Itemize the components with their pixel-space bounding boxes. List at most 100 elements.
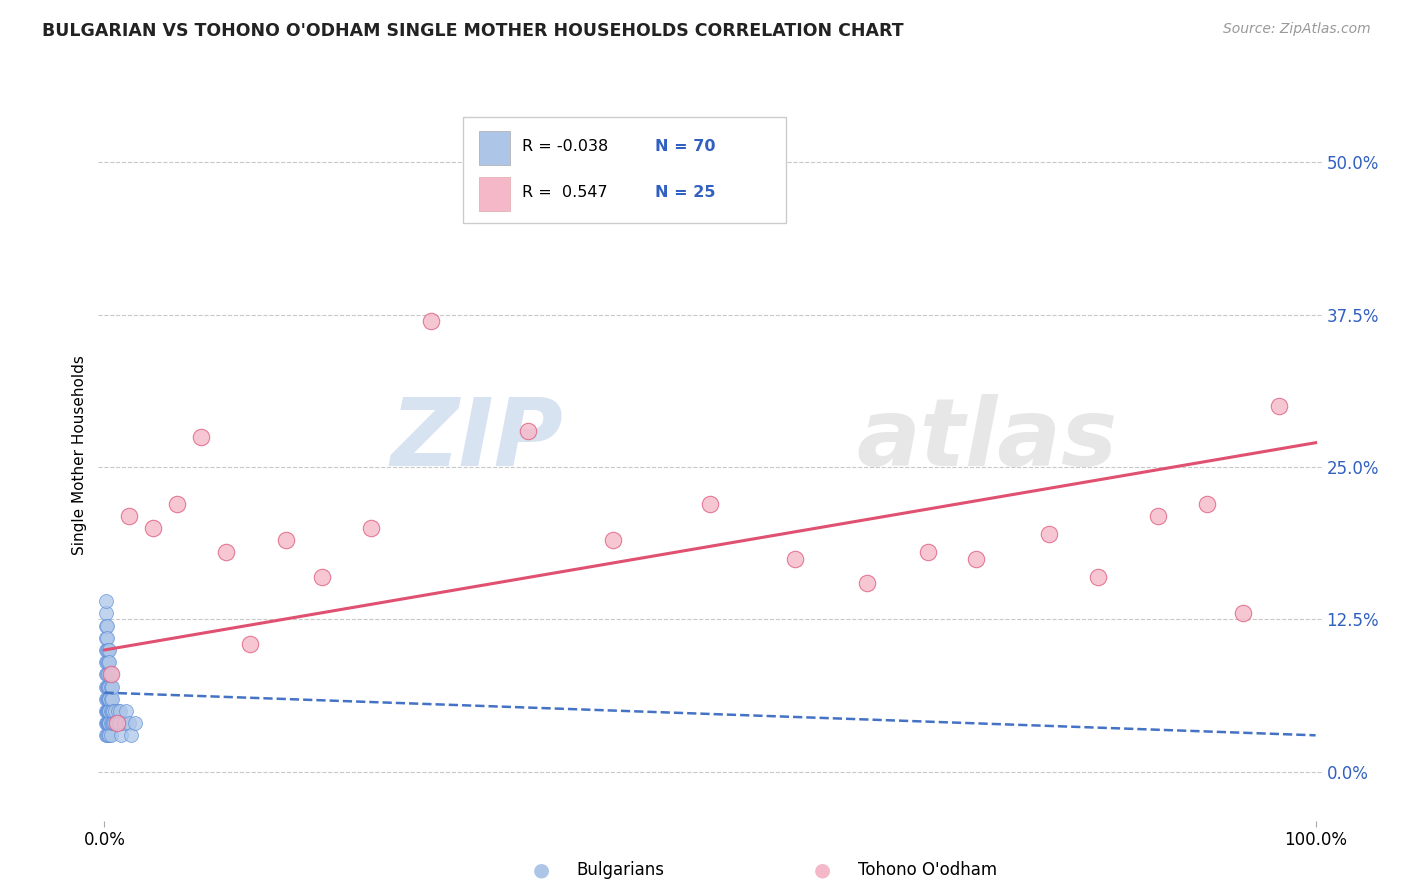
Point [98,691,121,706]
Point [699,497,721,511]
Point [100,680,122,694]
Point [118,716,141,731]
Point [239,637,262,651]
Point [94,643,117,657]
Point [917,545,939,559]
Point [97,680,120,694]
Text: atlas: atlas [856,394,1118,486]
Point [94,691,117,706]
Point [360,521,382,535]
Point [96,728,118,742]
Point [1147,508,1170,523]
Point [94,728,117,742]
Point [105,716,128,731]
Point [98,655,121,669]
Point [190,430,212,444]
Point [94,667,117,681]
Point [96,716,118,731]
Point [420,314,443,328]
Point [1038,527,1060,541]
Point [97,716,120,731]
Text: R = -0.038: R = -0.038 [522,138,607,153]
Point [276,533,298,548]
Point [96,655,118,669]
Y-axis label: Single Mother Households: Single Mother Households [72,355,87,555]
Point [94,607,117,621]
Point [100,704,122,718]
Point [100,667,122,681]
Point [100,704,122,718]
Point [94,704,117,718]
Point [1268,399,1291,413]
Text: BULGARIAN VS TOHONO O'ODHAM SINGLE MOTHER HOUSEHOLDS CORRELATION CHART: BULGARIAN VS TOHONO O'ODHAM SINGLE MOTHE… [42,22,904,40]
Text: N = 25: N = 25 [655,185,716,200]
Point [96,643,118,657]
Point [103,716,125,731]
Point [96,704,118,718]
Text: Source: ZipAtlas.com: Source: ZipAtlas.com [1223,22,1371,37]
Point [214,545,236,559]
Text: ZIP: ZIP [391,394,564,486]
Point [100,691,122,706]
Point [142,521,165,535]
Point [98,691,121,706]
Text: Bulgarians: Bulgarians [576,861,665,879]
Point [96,667,118,681]
Point [98,704,121,718]
Point [97,691,120,706]
Point [517,424,540,438]
Point [97,667,120,681]
Point [966,551,988,566]
Point [1232,607,1254,621]
Point [94,655,117,669]
Point [96,704,118,718]
Point [94,618,117,632]
Point [100,716,122,731]
Text: N = 70: N = 70 [655,138,716,153]
Point [166,497,188,511]
Point [96,716,118,731]
Point [97,728,120,742]
Point [101,716,124,731]
Text: Tohono O'odham: Tohono O'odham [858,861,997,879]
Point [100,728,122,742]
Point [118,508,141,523]
Point [94,716,117,731]
Point [101,704,124,718]
Point [100,691,122,706]
Point [97,691,120,706]
Point [94,631,117,645]
Point [98,643,121,657]
Point [112,716,135,731]
Point [100,680,122,694]
Point [1087,570,1109,584]
Text: R =  0.547: R = 0.547 [522,185,607,200]
Point [105,716,128,731]
Point [110,728,132,742]
Point [97,704,120,718]
Point [96,631,118,645]
Point [124,716,146,731]
Point [108,716,131,731]
Point [104,704,127,718]
Point [110,704,132,718]
Point [98,704,121,718]
Point [97,655,120,669]
Point [1195,497,1218,511]
Point [94,594,117,608]
Point [115,704,138,718]
Text: ●: ● [533,860,550,880]
Point [94,680,117,694]
Point [96,618,118,632]
Point [98,716,121,731]
Point [96,680,118,694]
Text: ●: ● [814,860,831,880]
Point [98,680,121,694]
Point [97,716,120,731]
Point [120,728,142,742]
Point [107,704,129,718]
Point [96,691,118,706]
Point [97,643,120,657]
Point [97,680,120,694]
Point [100,716,122,731]
